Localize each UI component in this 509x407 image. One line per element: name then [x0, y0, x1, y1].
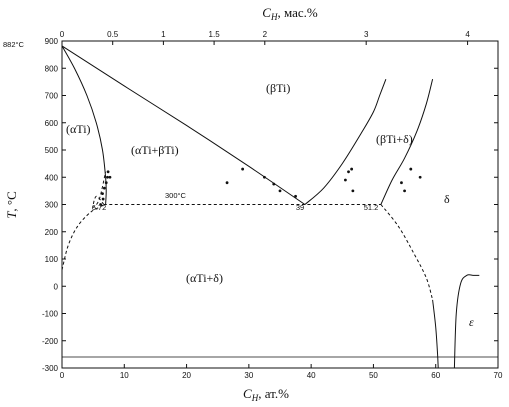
y-tick-label-2: -100 [42, 310, 59, 319]
y-tick-label-3: 0 [54, 282, 59, 291]
x2-tick-label-4: 2 [263, 30, 268, 39]
data-point-19 [400, 181, 403, 185]
data-point-9 [225, 181, 229, 185]
data-point-4 [104, 181, 108, 185]
y-tick-label-1: -200 [42, 337, 59, 346]
y-tick-label-8: 500 [45, 146, 59, 155]
phase-boundary-4 [380, 79, 434, 205]
y-tick-label-0: -300 [42, 364, 59, 373]
phase-boundary-9 [380, 204, 434, 301]
x-tick-label-0: 0 [60, 371, 65, 380]
y-tick-label-5: 200 [45, 228, 59, 237]
y-tick-label-11: 800 [45, 64, 59, 73]
x2-tick-label-5: 3 [364, 30, 369, 39]
x2-tick-label-6: 4 [465, 30, 470, 39]
phase-label-alpha: (αTi) [66, 122, 91, 136]
x2-axis-title-unit: , мас.% [277, 5, 317, 20]
data-point-21 [409, 167, 413, 171]
phase-boundary-1 [61, 45, 107, 205]
data-point-15 [344, 178, 347, 182]
data-point-2 [101, 192, 104, 196]
data-point-1 [99, 203, 103, 206]
phase-label-beta: (βTi) [266, 81, 290, 95]
data-point-17 [350, 167, 354, 171]
x2-axis-title-main: C [262, 5, 271, 20]
tick-layer: 0 10 20 30 40 50 60 700 0.5 1 1.5 2 3 4-300-200-10001… [42, 30, 503, 380]
y-axis-title: T, °C [4, 191, 19, 219]
phase-label-delta: δ [444, 192, 450, 206]
x-axis-title-main: C [243, 386, 252, 401]
data-point-10 [241, 167, 245, 171]
melting-point-label: 882°C [3, 40, 25, 49]
data-point-7 [101, 197, 105, 201]
x-axis-title: CH, ат.% [243, 386, 289, 403]
phase-boundary-3 [304, 78, 387, 205]
y-tick-label-12: 900 [45, 37, 59, 46]
data-point-18 [351, 189, 355, 193]
y-tick-label-6: 300 [45, 201, 59, 210]
phase-label-beta-delta: (βTi+δ) [376, 132, 413, 146]
data-point-3 [102, 186, 106, 190]
x-axis-title-unit: , ат.% [258, 386, 289, 401]
y-axis-title-unit: , °C [4, 191, 19, 211]
phase-label-epsilon: ε [469, 315, 474, 329]
data-point-22 [418, 175, 422, 179]
y-tick-label-10: 700 [45, 92, 59, 101]
phase-boundary-8 [61, 204, 105, 271]
x2-tick-label-0: 0 [60, 30, 65, 39]
data-point-14 [294, 194, 297, 198]
x-axis-title-sub: H [251, 393, 259, 403]
x-tick-label-1: 10 [120, 371, 129, 380]
data-point-8 [106, 170, 110, 174]
y-tick-label-7: 400 [45, 173, 59, 182]
x-tick-label-4: 40 [307, 371, 316, 380]
x-tick-label-5: 50 [369, 371, 378, 380]
point-layer [99, 167, 422, 206]
x-tick-label-6: 60 [431, 371, 440, 380]
y-axis-title-main: T [4, 211, 19, 219]
series-layer [61, 45, 480, 369]
x2-tick-label-2: 1 [161, 30, 166, 39]
y-tick-label-9: 600 [45, 119, 59, 128]
phase-label-alpha-delta: (αTi+δ) [186, 271, 223, 285]
data-point-16 [347, 170, 350, 174]
x-tick-label-3: 30 [244, 371, 253, 380]
phase-label-alpha-beta: (αTi+βTi) [131, 143, 179, 157]
eutectoid-temp-label: 300°C [165, 191, 187, 200]
composition-label-1: 6.72 [92, 203, 107, 212]
x2-axis-title: CH, мас.% [262, 5, 318, 22]
phase-boundary-5 [432, 299, 439, 369]
data-point-20 [403, 189, 406, 193]
composition-label-3: 51.2 [364, 203, 379, 212]
data-point-5 [106, 175, 109, 179]
x2-tick-label-3: 1.5 [209, 30, 221, 39]
phase-boundary-2 [61, 45, 306, 205]
composition-label-2: 39 [296, 203, 304, 212]
phase-boundary-10 [92, 171, 107, 208]
x-tick-label-7: 70 [494, 371, 503, 380]
data-point-12 [272, 182, 276, 186]
phase-boundary-6 [453, 274, 480, 369]
data-point-6 [108, 175, 112, 179]
data-point-11 [263, 175, 266, 179]
x2-axis-title-sub: H [270, 12, 278, 22]
x-tick-label-2: 20 [182, 371, 191, 380]
x2-tick-label-1: 0.5 [107, 30, 119, 39]
y-tick-label-4: 100 [45, 255, 59, 264]
data-point-13 [278, 189, 282, 193]
